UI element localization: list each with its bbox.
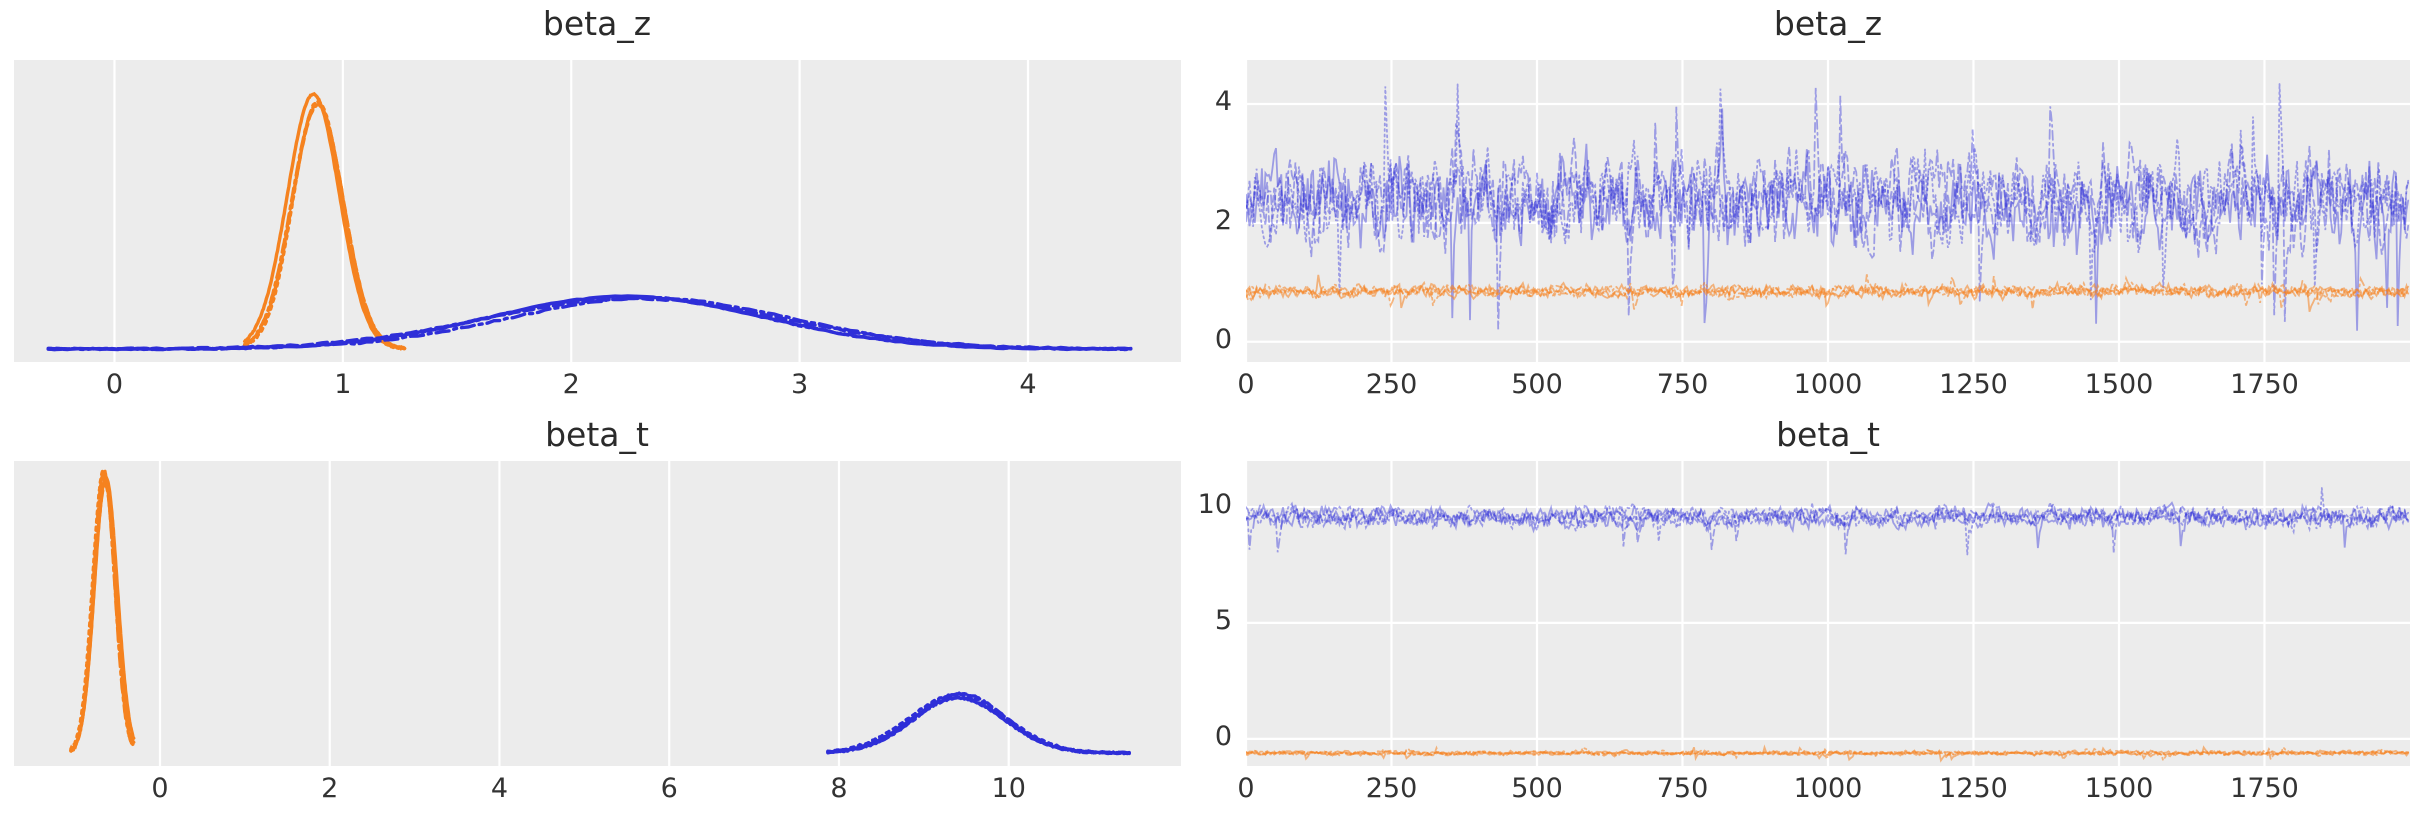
x-tick-label: 8 <box>830 773 848 804</box>
posterior-kde-blue-chain-4 <box>826 692 1131 756</box>
x-tick-label: 1750 <box>2230 369 2299 400</box>
panel-title-kde-beta-t: beta_t <box>545 415 649 454</box>
trace-blue-chain-3 <box>1246 87 2410 330</box>
x-tick-label: 0 <box>1237 773 1255 804</box>
trace-orange-chain-1 <box>1246 274 2410 313</box>
posterior-kde-blue-chain-3 <box>826 695 1131 756</box>
trace-blue-chain-4 <box>1246 487 2410 556</box>
x-tick-label: 1500 <box>2084 773 2154 804</box>
trace-beta_z-canvas <box>1246 60 2410 362</box>
posterior-kde-orange-chain-3 <box>243 101 407 351</box>
trace-orange-chain-2 <box>1246 745 2410 761</box>
x-tick-label: 0 <box>105 369 124 400</box>
x-tick-label: 3 <box>791 369 809 400</box>
y-tick-label: 0 <box>1214 720 1232 752</box>
y-tick-label: 10 <box>1197 488 1232 520</box>
posterior-kde-blue-chain-1 <box>46 294 1133 352</box>
x-tick-label: 10 <box>991 773 1026 804</box>
x-tick-label: 6 <box>660 773 678 804</box>
x-tick-label: 1250 <box>1939 369 2008 400</box>
kde-beta_z-canvas <box>46 60 1133 362</box>
panel-title-trace-beta-z: beta_z <box>1773 4 1883 43</box>
x-tick-label: 0 <box>1237 369 1255 400</box>
trace-blue-chain-1 <box>1246 501 2410 549</box>
x-tick-label: 750 <box>1656 369 1709 400</box>
trace-blue-chain-1 <box>1246 108 2410 331</box>
kde-panel-beta-z <box>14 60 1181 362</box>
trace-blue-chain-2 <box>1246 123 2410 322</box>
x-tick-label: 250 <box>1365 773 1418 804</box>
x-tick-label: 1500 <box>2084 369 2154 400</box>
trace-blue-chain-4 <box>1246 83 2410 301</box>
trace-orange-chain-3 <box>1246 274 2410 309</box>
x-tick-label: 1000 <box>1793 369 1863 400</box>
y-tick-label: 5 <box>1214 604 1232 636</box>
trace-orange-chain-4 <box>1246 280 2410 306</box>
x-tick-label: 500 <box>1511 369 1563 400</box>
posterior-kde-blue-chain-4 <box>46 294 1133 352</box>
x-tick-label: 1000 <box>1793 773 1863 804</box>
y-tick-label: 2 <box>1214 204 1232 236</box>
kde-panel-beta-t <box>14 461 1181 766</box>
x-tick-label: 750 <box>1656 773 1709 804</box>
x-tick-label: 4 <box>490 773 509 804</box>
trace-panel-beta-z <box>1246 60 2410 362</box>
y-tick-label: 0 <box>1214 323 1232 355</box>
posterior-kde-blue-chain-3 <box>46 295 1133 352</box>
y-tick-label: 4 <box>1214 85 1232 117</box>
trace-orange-chain-3 <box>1246 745 2410 762</box>
x-tick-label: 1 <box>334 369 352 400</box>
x-tick-label: 2 <box>321 773 339 804</box>
x-tick-label: 1750 <box>2230 773 2299 804</box>
x-tick-label: 0 <box>151 773 169 804</box>
panel-title-kde-beta-z: beta_z <box>542 4 652 43</box>
posterior-kde-orange-chain-4 <box>243 98 407 352</box>
trace-orange-chain-4 <box>1246 746 2410 763</box>
trace-blue-chain-2 <box>1246 503 2410 555</box>
panel-title-trace-beta-t: beta_t <box>1776 415 1880 454</box>
posterior-kde-blue-chain-2 <box>46 296 1133 352</box>
x-tick-label: 1250 <box>1939 773 2008 804</box>
posterior-kde-orange-chain-4 <box>69 465 136 754</box>
x-tick-label: 500 <box>1511 773 1563 804</box>
trace-blue-chain-3 <box>1246 501 2410 553</box>
trace-beta_t-canvas <box>1246 461 2410 766</box>
kde-beta_t-canvas <box>69 461 1131 766</box>
trace-panel-beta-t <box>1246 461 2410 766</box>
x-tick-label: 4 <box>1019 369 1037 400</box>
x-tick-label: 250 <box>1365 369 1418 400</box>
x-tick-label: 2 <box>562 369 580 400</box>
